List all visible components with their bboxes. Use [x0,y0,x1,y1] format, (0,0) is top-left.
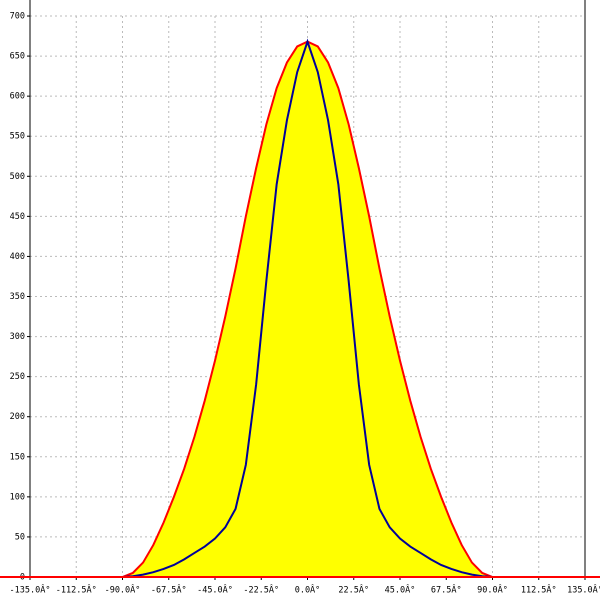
y-tick-label: 350 [10,292,25,302]
y-tick-label: 200 [10,412,25,422]
y-tick-label: 300 [10,332,25,342]
y-tick-label: 650 [10,52,25,62]
x-tick-label: -45.0Â° [197,584,233,596]
x-tick-label: -22.5Â° [243,584,279,596]
x-tick-label: -67.5Â° [151,584,187,596]
y-tick-label: 150 [10,452,25,462]
x-tick-label: 112.5Â° [521,584,557,596]
x-tick-label: -90.0Â° [105,584,141,596]
y-tick-label: 550 [10,132,25,142]
line [122,38,493,578]
area [122,41,493,578]
y-tick-label: 600 [10,92,25,102]
x-tick-label: 22.5Â° [338,584,369,596]
y-tick-label: 500 [10,172,25,182]
y-tick-label: 450 [10,212,25,222]
y-tick-label: 400 [10,252,25,262]
x-tick-label: 45.0Â° [385,584,416,596]
y-tick-label: 250 [10,372,25,382]
x-tick-label: 67.5Â° [431,584,462,596]
x-tick-label: 135.0Â° [567,584,600,596]
x-tick-label: 0.0Â° [295,584,321,596]
y-tick-label: 100 [10,492,25,502]
y-tick-label: 50 [15,532,25,542]
x-tick-label: -112.5Â° [56,584,97,596]
x-tick-label: -135.0Â° [10,584,51,596]
x-tick-label: 90.0Â° [477,584,508,596]
y-tick-label: 700 [10,12,25,22]
